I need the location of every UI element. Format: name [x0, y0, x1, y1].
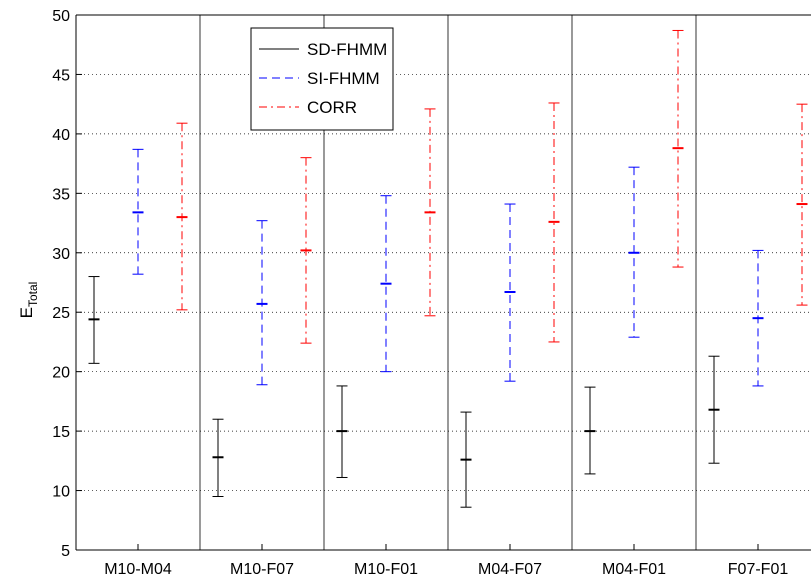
- y-axis-label: ETotal: [17, 282, 40, 319]
- legend-label-sd-fhmm: SD-FHMM: [307, 40, 387, 59]
- series-layer: [88, 29, 808, 508]
- x-tick-label: M04-F01: [602, 561, 666, 578]
- y-tick-label: 10: [52, 484, 70, 501]
- y-tick-label: 50: [52, 8, 70, 25]
- legend-label-corr: CORR: [307, 98, 357, 117]
- y-tick-label: 20: [52, 365, 70, 382]
- x-tick-label: F07-F01: [728, 561, 789, 578]
- y-tick-label: 35: [52, 186, 70, 203]
- x-tick-label: M10-F01: [354, 561, 418, 578]
- legend-label-si-fhmm: SI-FHMM: [307, 69, 380, 88]
- y-axis-label-subscript: Total: [26, 282, 40, 307]
- y-tick-label: 30: [52, 246, 70, 263]
- series-sd-fhmm: [88, 276, 720, 508]
- series-si-fhmm: [132, 148, 764, 387]
- x-tick-label: M10-F07: [230, 561, 294, 578]
- y-tick-label: 15: [52, 424, 70, 441]
- x-tick-label: M04-F07: [478, 561, 542, 578]
- label-layer: ETotal: [17, 282, 40, 319]
- axis-layer: 5 10 15 20 25 30 35 40 45 50 M10-M04 M10-F07 M10-F01…: [52, 8, 811, 578]
- y-tick-label: 5: [61, 543, 70, 560]
- grid-layer: [76, 74, 811, 491]
- x-tick-label: M10-M04: [104, 561, 172, 578]
- legend: SD-FHMM SI-FHMM CORR: [250, 27, 394, 131]
- legend-box: [250, 27, 394, 131]
- y-tick-label: 25: [52, 305, 70, 322]
- y-tick-label: 40: [52, 127, 70, 144]
- y-tick-label: 45: [52, 67, 70, 84]
- series-corr: [176, 29, 808, 344]
